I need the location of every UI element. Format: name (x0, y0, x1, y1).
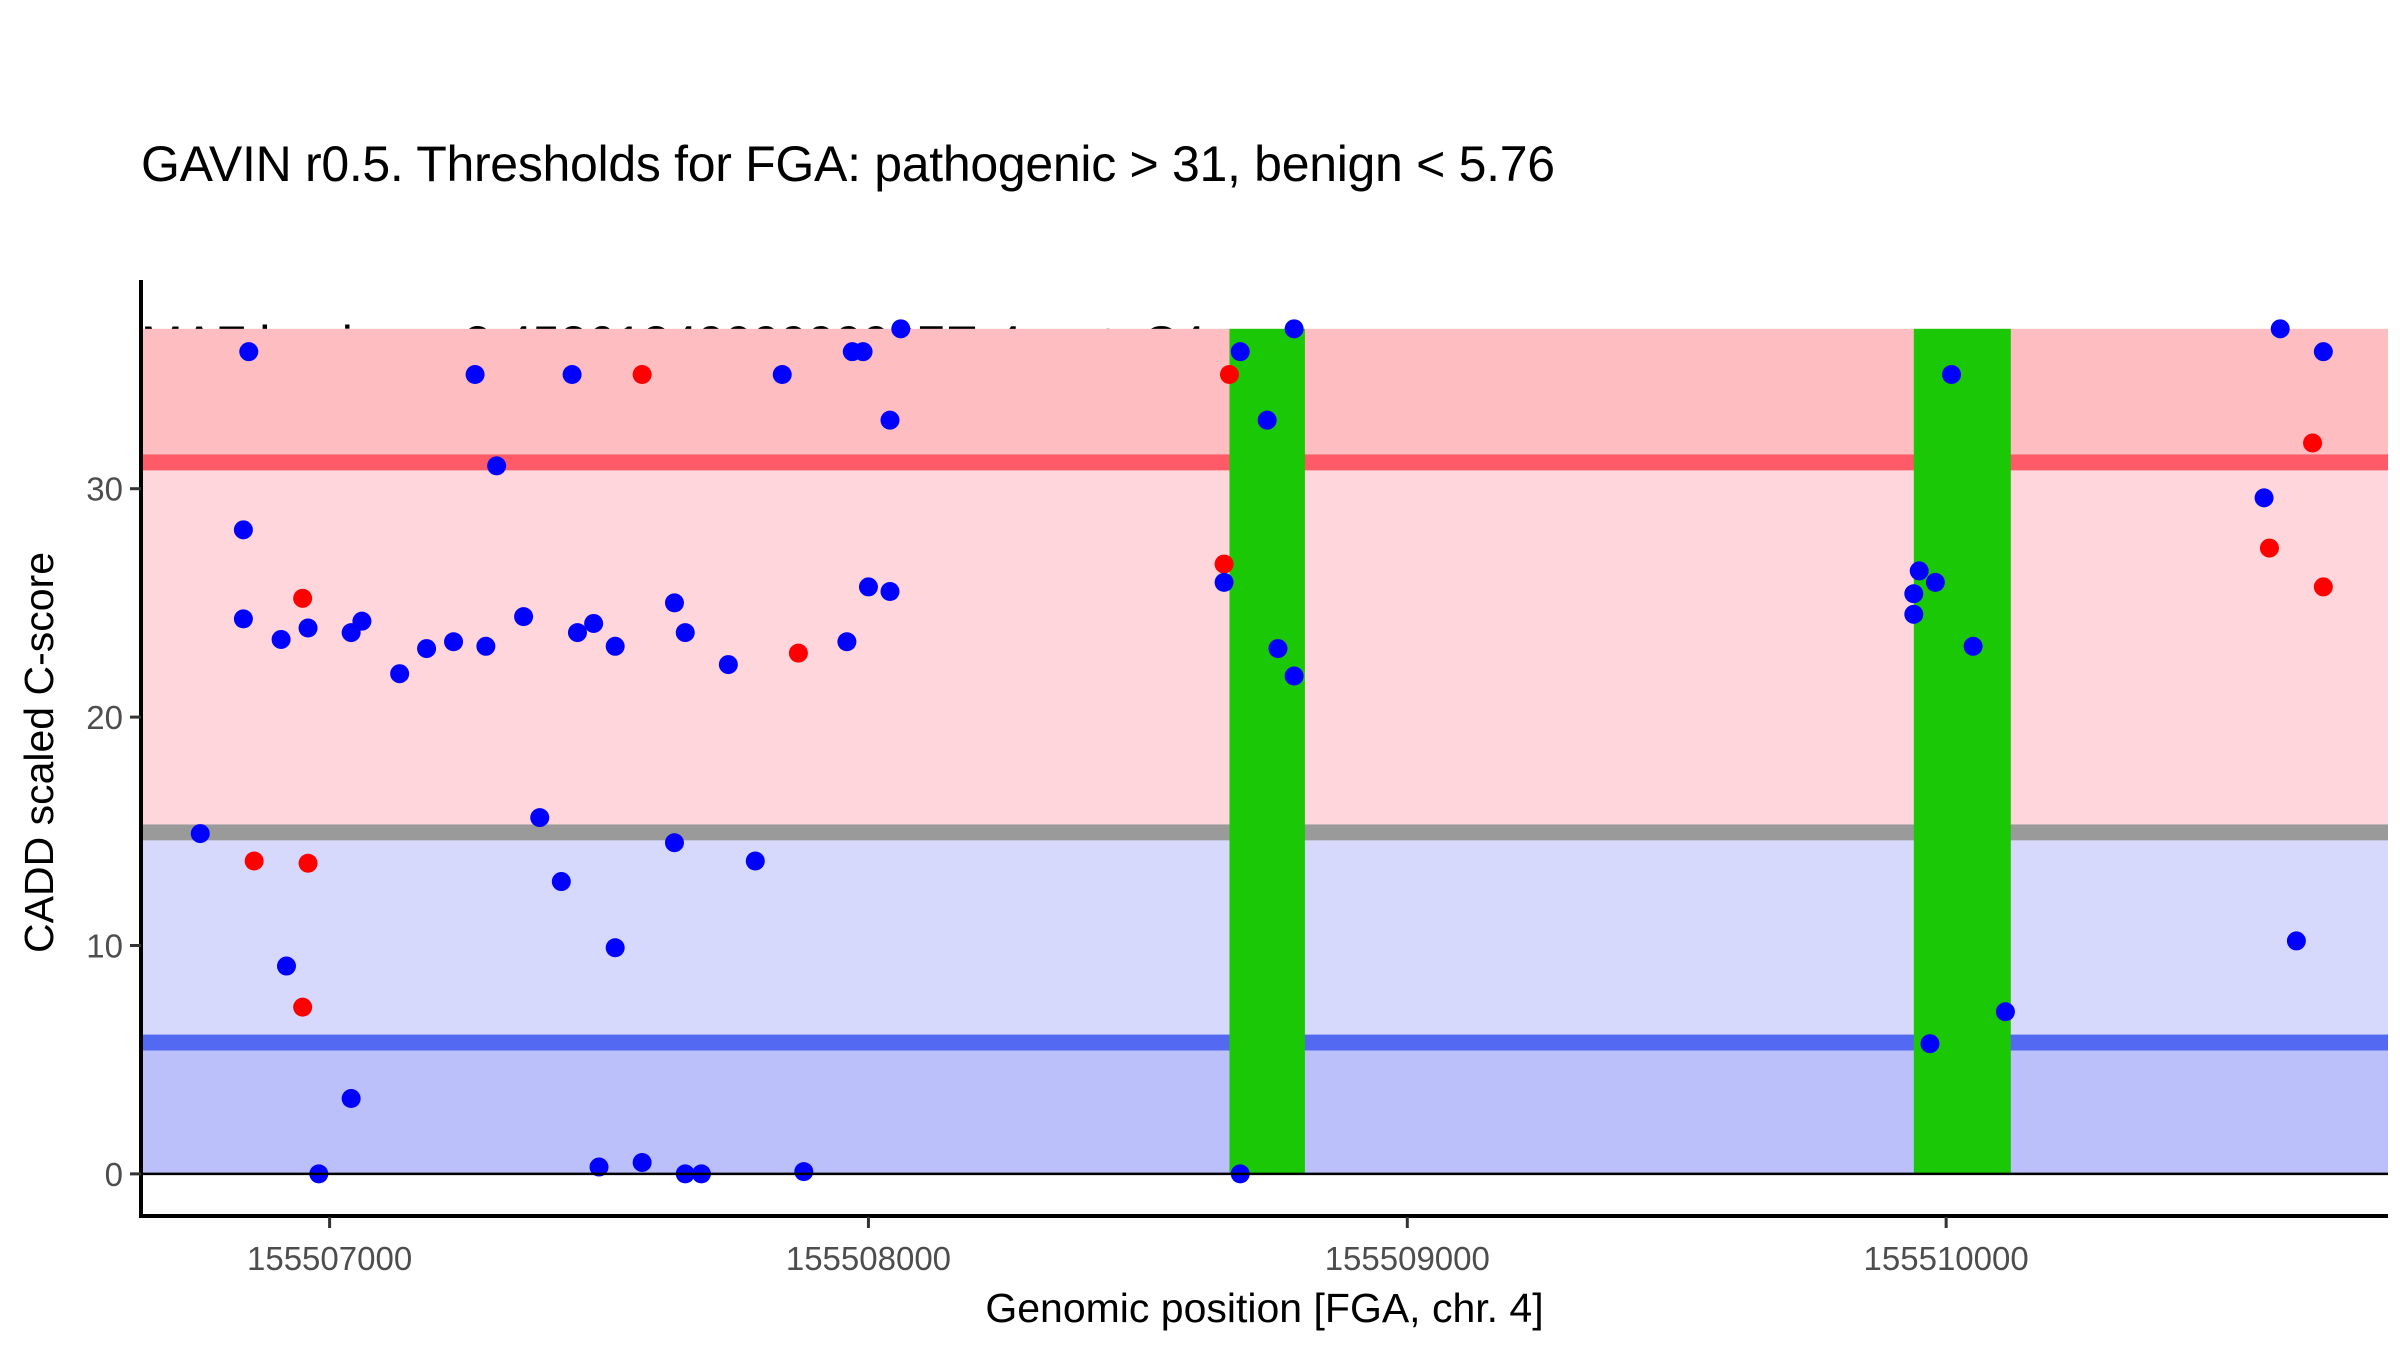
clinvar-point (788, 643, 808, 663)
x-tick-label: 155508000 (786, 1240, 951, 1277)
clinvar-point (293, 588, 313, 608)
clinvar-point (2313, 577, 2333, 597)
gnomad-point (271, 629, 291, 649)
clinvar-point (298, 853, 318, 873)
gnomad-point (1904, 604, 1924, 624)
x-tick-label: 155509000 (1325, 1240, 1490, 1277)
title-line-1: GAVIN r0.5. Thresholds for FGA: pathogen… (141, 136, 1555, 192)
gnomad-point (1284, 666, 1304, 686)
clinvar-point (2259, 538, 2279, 558)
gnomad-point (664, 593, 684, 613)
gnomad-point (1230, 342, 1250, 362)
y-tick-label: 10 (86, 927, 123, 964)
gnomad-point (772, 365, 792, 385)
x-tick-label: 155507000 (247, 1240, 412, 1277)
gnomad-point (794, 1162, 814, 1182)
gnomad-point (562, 365, 582, 385)
gnomad-point (1925, 572, 1945, 592)
gnomad-point (605, 938, 625, 958)
gnomad-point (1214, 572, 1234, 592)
exon-band-2 (1913, 328, 2011, 1174)
gnomad-point (853, 342, 873, 362)
gnomad-point (1942, 365, 1962, 385)
y-tick-label: 20 (86, 699, 123, 736)
gnomad-point (664, 833, 684, 853)
gnomad-point (190, 824, 210, 844)
gnomad-point (487, 456, 507, 476)
data-points (190, 319, 2333, 1184)
gnomad-point (1904, 584, 1924, 604)
gnomad-point (632, 1152, 652, 1172)
gnomad-point (1995, 1002, 2015, 1022)
gnomad-point (1920, 1034, 1940, 1054)
gnomad-point (605, 636, 625, 656)
gnomad-point (584, 613, 604, 633)
series-clinvar (244, 365, 2333, 1017)
exon-band-1 (1229, 328, 1305, 1174)
gnomad-point (2286, 931, 2306, 951)
gnomad-point (1268, 639, 1288, 659)
gnomad-point (1963, 636, 1983, 656)
gnomad-point (514, 607, 534, 627)
gnomad-point (1284, 319, 1304, 339)
gnomad-point (551, 872, 571, 892)
gnomad-point (444, 632, 464, 652)
gnomad-point (417, 639, 437, 659)
gnomad-point (476, 636, 496, 656)
y-tick-label: 0 (105, 1156, 123, 1193)
y-tick-label: 30 (86, 471, 123, 508)
gnomad-point (675, 623, 695, 643)
gnomad-point (858, 577, 878, 597)
clinvar-point (244, 851, 264, 871)
gnomad-point (465, 365, 485, 385)
gnomad-point (352, 611, 372, 631)
gnomad-point (880, 581, 900, 601)
gnomad-point (718, 655, 738, 675)
x-axis-title: Genomic position [FGA, chr. 4] (985, 1285, 1543, 1331)
gnomad-point (239, 342, 259, 362)
exon-bands (1229, 328, 2011, 1174)
clinvar-point (293, 997, 313, 1017)
gnomad-point (837, 632, 857, 652)
x-tick-label: 155510000 (1864, 1240, 2029, 1277)
gnomad-point (2313, 342, 2333, 362)
gnomad-point (530, 808, 550, 828)
clinvar-point (1219, 365, 1239, 385)
gnomad-point (233, 609, 253, 629)
gnomad-point (390, 664, 410, 684)
gnomad-point (1909, 561, 1929, 581)
gnomad-point (589, 1157, 609, 1177)
gnomad-point (276, 956, 296, 976)
clinvar-point (2303, 433, 2323, 453)
gnomad-point (1257, 410, 1277, 430)
gnomad-point (567, 623, 587, 643)
y-axis-title: CADD scaled C-score (16, 552, 62, 953)
gnomad-point (745, 851, 765, 871)
gnomad-point (880, 410, 900, 430)
axis-labels: 0 10 20 30 155507000 155508000 155509000 155510… (16, 471, 2029, 1331)
gnomad-point (2270, 319, 2290, 339)
clinvar-point (632, 365, 652, 385)
axes (130, 280, 2388, 1228)
gnomad-point (298, 618, 318, 638)
gnomad-point (2254, 488, 2274, 508)
gnomad-point (341, 1089, 361, 1109)
gnomad-point (233, 520, 253, 540)
gnomad-point (891, 319, 911, 339)
clinvar-point (1214, 554, 1234, 574)
